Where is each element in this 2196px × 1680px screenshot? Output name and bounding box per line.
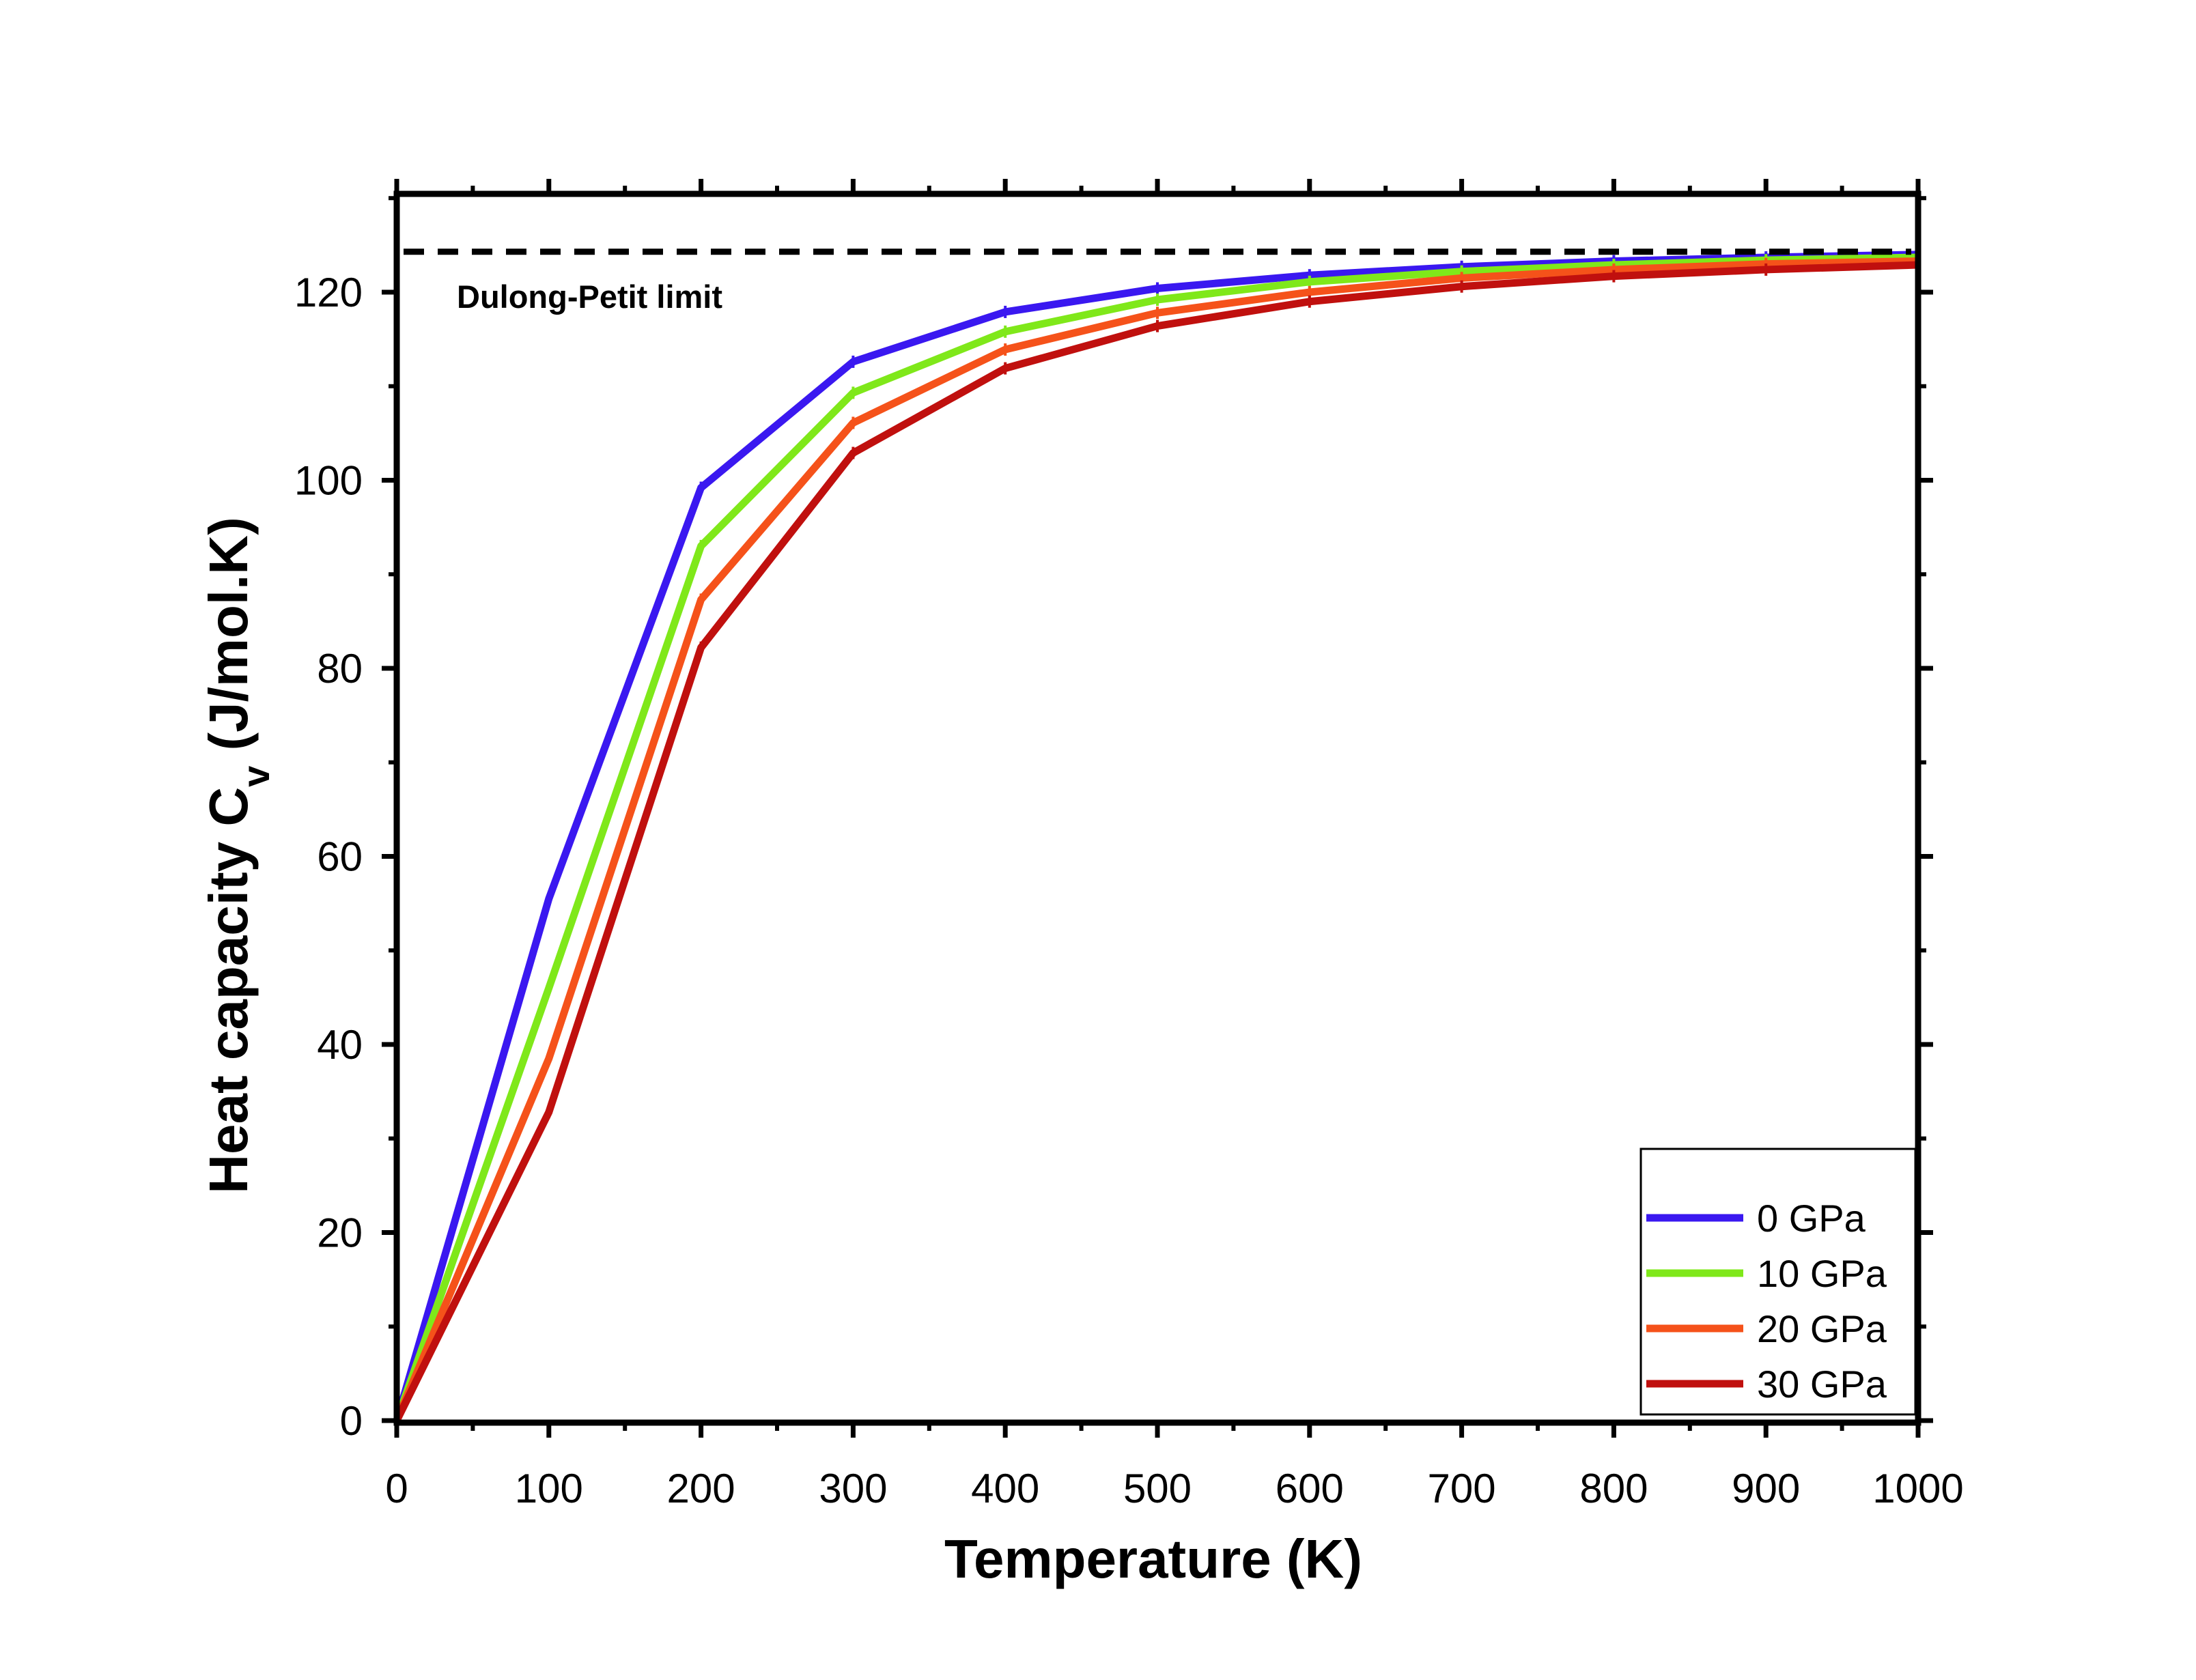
y-tick-label: 80 [317,646,363,692]
y-tick-label: 20 [317,1210,363,1256]
legend-label-3: 20 GPa [1757,1307,1887,1350]
y-axis-title-main: Heat capacity C [198,787,259,1194]
legend: 0 GPa 10 GPa 20 GPa 30 GPa [1639,1148,1917,1416]
legend-label-2: 10 GPa [1757,1252,1887,1295]
x-tick-label: 200 [667,1466,735,1511]
x-tick-label: 500 [1123,1466,1192,1511]
y-tick-label: 120 [294,270,363,315]
legend-label-1: 0 GPa [1757,1197,1866,1240]
y-tick-label: 0 [340,1398,363,1444]
x-tick-label: 900 [1732,1466,1800,1511]
y-tick-label: 60 [317,834,363,880]
y-tick-label: 40 [317,1022,363,1068]
x-tick-label: 600 [1276,1466,1344,1511]
dulong-petit-label: Dulong-Petit limit [457,279,722,315]
x-tick-label: 1000 [1872,1466,1963,1511]
x-tick-label: 700 [1428,1466,1496,1511]
ticks-layer: 0 100 200 300 400 500 600 700 800 900 1000 0 20 40 60 8… [294,179,1964,1511]
x-tick-label: 0 [385,1466,408,1511]
y-axis-title: Heat capacity Cv (J/mol.K) [198,517,277,1193]
y-axis-title-units: (J/mol.K) [198,517,259,765]
legend-label-4: 30 GPa [1757,1363,1887,1406]
series-layer [393,248,1919,1427]
x-tick-label: 300 [819,1466,887,1511]
x-tick-label: 100 [515,1466,583,1511]
legend-box [1639,1148,1917,1416]
x-tick-label: 400 [971,1466,1039,1511]
y-tick-label: 100 [294,458,363,504]
x-axis-title: Temperature (K) [944,1528,1362,1589]
y-axis-title-subscript: v [234,766,277,787]
x-tick-label: 800 [1579,1466,1648,1511]
